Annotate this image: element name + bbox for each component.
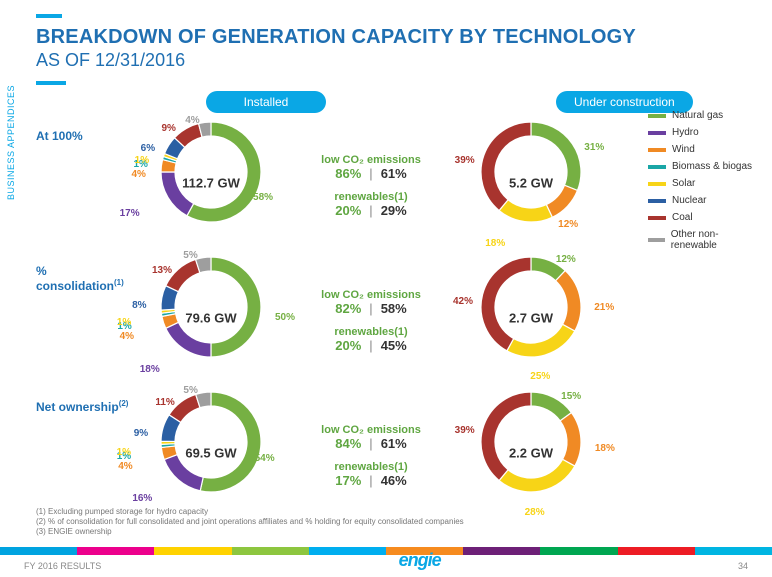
legend-item: Wind [648,144,758,155]
installed-donut: 79.6 GW50%18%4%1%1%8%13%5% [136,253,286,383]
segment-label: 5% [183,385,197,396]
segment-label: 17% [120,208,140,219]
legend-item: Nuclear [648,195,758,206]
installed-donut: 69.5 GW54%16%4%1%1%9%11%5% [136,388,286,518]
segment-label: 42% [453,296,473,307]
footnote: (3) ENGIE ownership [36,527,464,537]
page-number: 34 [738,561,748,571]
capacity-row: % consolidation(1)79.6 GW50%18%4%1%1%8%1… [36,250,748,385]
segment-label: 4% [185,115,199,126]
segment-label: 31% [584,142,604,153]
segment-label: 39% [455,155,475,166]
segment-label: 4% [118,461,132,472]
title-underline [36,81,66,85]
segment-label: 12% [556,254,576,265]
capacity-row: At 100%112.7 GW58%17%4%1%1%6%9%4%low CO₂… [36,115,748,250]
segment-label: 1% [135,155,149,166]
uc-donut: 2.7 GW12%21%25%42% [456,253,606,383]
footnote: (1) Excluding pumped storage for hydro c… [36,507,464,517]
legend-item: Coal [648,212,758,223]
capacity-row: Net ownership(2)69.5 GW54%16%4%1%1%9%11%… [36,385,748,520]
legend-item: Hydro [648,127,758,138]
segment-label: 16% [132,493,152,504]
stats-block: low CO₂ emissions82%|58%renewables(1)20%… [286,283,456,353]
segment-label: 1% [117,317,131,328]
segment-label: 1% [117,447,131,458]
segment-label: 9% [134,428,148,439]
legend-item: Biomass & biogas [648,161,758,172]
footer-left-text: FY 2016 RESULTS [24,561,101,571]
installed-header-pill: Installed [206,91,326,113]
stats-block: low CO₂ emissions86%|61%renewables(1)20%… [286,148,456,218]
segment-label: 6% [141,143,155,154]
donut-center-value: 5.2 GW [456,175,606,190]
page-subtitle: AS OF 12/31/2016 [36,50,748,71]
segment-label: 12% [558,219,578,230]
segment-label: 54% [255,453,275,464]
segment-label: 28% [525,507,545,518]
segment-label: 21% [594,302,614,313]
segment-label: 8% [132,300,146,311]
segment-label: 18% [485,238,505,249]
donut-center-value: 112.7 GW [136,175,286,190]
row-label: Net ownership(2) [36,385,136,414]
segment-label: 5% [183,250,197,261]
segment-label: 9% [161,123,175,134]
donut-center-value: 79.6 GW [136,310,286,325]
legend-item: Solar [648,178,758,189]
uc-donut: 2.2 GW15%18%28%39% [456,388,606,518]
uc-donut: 5.2 GW 31% 12% 18% 39% [456,118,606,248]
accent-bar-top [36,14,62,18]
footnote: (2) % of consolidation for full consolid… [36,517,464,527]
page-title: BREAKDOWN OF GENERATION CAPACITY BY TECH… [36,26,748,48]
segment-label: 25% [530,371,550,382]
segment-label: 4% [132,169,146,180]
legend-item: Other non-renewable [648,229,758,251]
segment-label: 18% [140,364,160,375]
segment-label: 11% [155,397,174,408]
donut-center-value: 2.2 GW [456,445,606,460]
legend-item: Natural gas [648,110,758,121]
segment-label: 4% [120,331,134,342]
row-label: % consolidation(1) [36,250,136,293]
legend: Natural gas Hydro Wind Biomass & biogas Sola… [648,110,758,257]
footnotes: (1) Excluding pumped storage for hydro c… [36,507,464,537]
segment-label: 58% [253,192,273,203]
engie-logo: enGie [399,550,441,571]
segment-label: 18% [595,443,615,454]
segment-label: 15% [561,391,581,402]
donut-center-value: 2.7 GW [456,310,606,325]
segment-label: 13% [152,265,172,276]
stats-block: low CO₂ emissions84%|61%renewables(1)17%… [286,418,456,488]
segment-label: 39% [455,425,475,436]
row-label: At 100% [36,115,136,143]
vertical-section-label: BUSINESS APPENDICES [6,85,16,200]
installed-donut: 112.7 GW58%17%4%1%1%6%9%4% [136,118,286,248]
segment-label: 50% [275,312,295,323]
